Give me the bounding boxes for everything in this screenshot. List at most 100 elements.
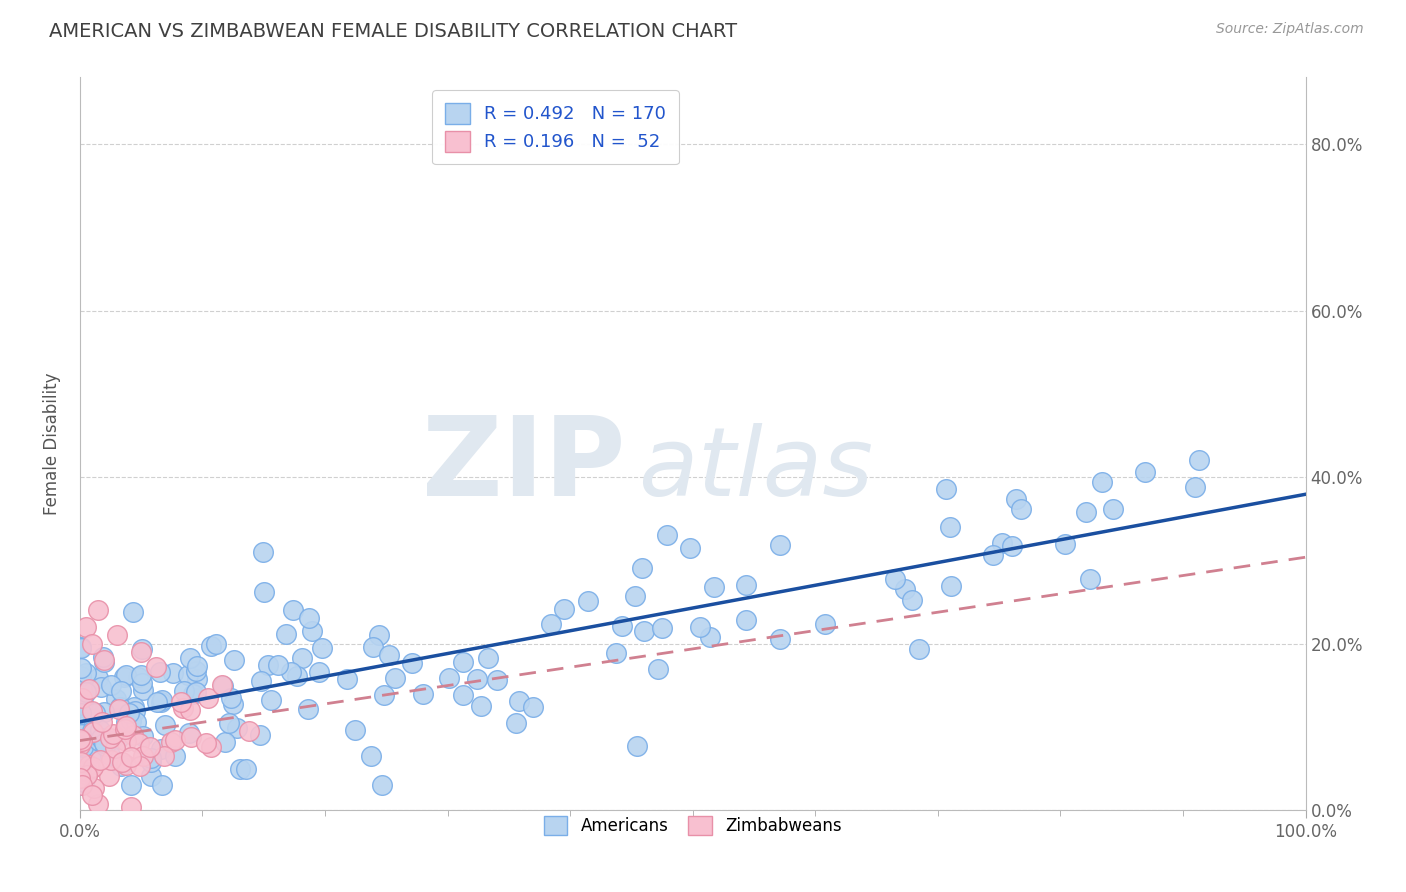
- Point: [1010, 501, 1032, 516]
- Point: [505, 716, 527, 731]
- Point: [657, 528, 679, 542]
- Text: AMERICAN VS ZIMBABWEAN FEMALE DISABILITY CORRELATION CHART: AMERICAN VS ZIMBABWEAN FEMALE DISABILITY…: [49, 22, 737, 41]
- Point: [360, 749, 382, 764]
- Point: [70, 690, 93, 705]
- Point: [623, 589, 645, 603]
- Point: [108, 702, 131, 716]
- Point: [129, 645, 152, 659]
- Point: [540, 617, 562, 632]
- Point: [70, 640, 93, 655]
- Point: [371, 778, 394, 792]
- Point: [235, 762, 257, 776]
- Point: [162, 665, 184, 680]
- Point: [87, 797, 110, 812]
- Point: [94, 739, 117, 753]
- Point: [1102, 501, 1125, 516]
- Point: [1091, 475, 1114, 489]
- Point: [814, 616, 837, 631]
- Point: [186, 659, 208, 673]
- Point: [131, 641, 153, 656]
- Point: [87, 733, 110, 747]
- Point: [153, 748, 176, 763]
- Point: [225, 721, 247, 735]
- Point: [83, 706, 105, 721]
- Point: [301, 624, 323, 639]
- Point: [72, 698, 94, 712]
- Point: [72, 696, 94, 710]
- Point: [384, 671, 406, 685]
- Point: [87, 736, 110, 750]
- Point: [412, 687, 434, 701]
- Point: [70, 691, 93, 706]
- Point: [200, 639, 222, 653]
- Point: [72, 748, 94, 763]
- Point: [311, 641, 333, 656]
- Point: [180, 730, 202, 744]
- Point: [141, 751, 163, 765]
- Point: [83, 706, 105, 721]
- Point: [169, 695, 191, 709]
- Point: [249, 673, 271, 688]
- Text: Source: ZipAtlas.com: Source: ZipAtlas.com: [1216, 22, 1364, 37]
- Point: [605, 646, 627, 660]
- Point: [165, 733, 187, 747]
- Point: [465, 672, 488, 686]
- Point: [221, 698, 243, 712]
- Point: [1184, 480, 1206, 494]
- Point: [939, 579, 962, 593]
- Point: [991, 536, 1014, 550]
- Point: [122, 700, 145, 714]
- Point: [77, 765, 100, 780]
- Point: [150, 693, 173, 707]
- Point: [1001, 540, 1024, 554]
- Point: [120, 778, 142, 792]
- Point: [105, 691, 128, 706]
- Point: [298, 611, 321, 625]
- Point: [82, 637, 104, 651]
- Point: [112, 670, 135, 684]
- Point: [181, 687, 204, 701]
- Point: [610, 619, 633, 633]
- Point: [107, 732, 129, 747]
- Point: [401, 656, 423, 670]
- Point: [935, 482, 957, 496]
- Point: [453, 688, 475, 702]
- Point: [893, 582, 915, 597]
- Point: [150, 778, 173, 792]
- Point: [70, 778, 93, 792]
- Point: [131, 676, 153, 690]
- Point: [179, 726, 201, 740]
- Point: [184, 685, 207, 699]
- Point: [132, 729, 155, 743]
- Point: [179, 650, 201, 665]
- Point: [344, 723, 367, 738]
- Point: [128, 758, 150, 772]
- Point: [477, 651, 499, 665]
- Point: [699, 630, 721, 644]
- Point: [93, 705, 115, 719]
- Text: atlas: atlas: [637, 423, 873, 516]
- Point: [179, 702, 201, 716]
- Point: [160, 735, 183, 749]
- Point: [186, 664, 208, 678]
- Point: [1188, 453, 1211, 467]
- Point: [125, 714, 148, 729]
- Point: [522, 700, 544, 714]
- Point: [132, 748, 155, 763]
- Point: [115, 715, 138, 730]
- Point: [70, 660, 93, 674]
- Point: [211, 678, 233, 692]
- Point: [70, 727, 93, 741]
- Point: [734, 578, 756, 592]
- Point: [72, 778, 94, 792]
- Point: [128, 736, 150, 750]
- Point: [82, 759, 104, 773]
- Point: [76, 666, 98, 681]
- Point: [172, 701, 194, 715]
- Point: [1133, 465, 1156, 479]
- Point: [70, 733, 93, 747]
- Point: [308, 665, 330, 680]
- Point: [69, 738, 91, 752]
- Point: [70, 706, 93, 721]
- Point: [149, 741, 172, 756]
